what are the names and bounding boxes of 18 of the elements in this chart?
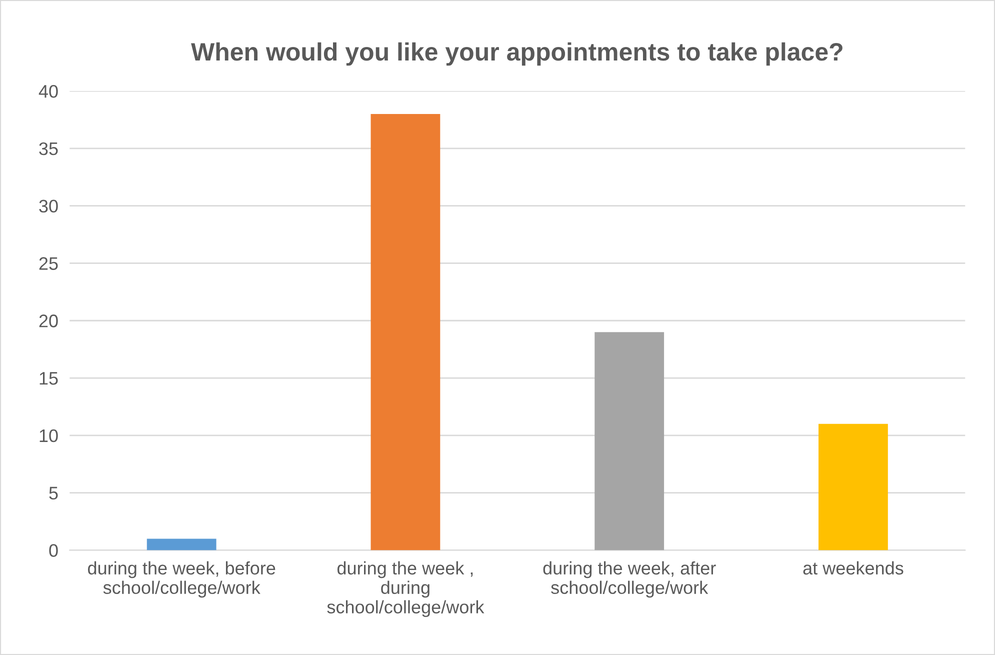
bar [146, 538, 216, 550]
y-tick-label: 30 [39, 200, 58, 213]
y-tick-label: 25 [39, 257, 58, 270]
chart-title: When would you like your appointments to take place? [191, 42, 842, 66]
y-tick-label: 0 [49, 544, 58, 557]
x-tick-label: during the week , during school/college/work [327, 561, 484, 618]
y-tick-label: 35 [39, 142, 58, 156]
y-tick-label: 10 [40, 429, 58, 442]
x-tick-label: at weekends [803, 561, 904, 575]
y-tick-label: 5 [49, 486, 58, 500]
bar [818, 424, 888, 550]
bar [370, 114, 440, 550]
y-tick-label: 20 [39, 314, 58, 328]
bar [594, 332, 664, 550]
y-tick-label: 40 [38, 84, 58, 98]
x-tick-label: during the week, before school/college/work [88, 561, 276, 598]
x-tick-label: during the week, after school/college/work [543, 561, 716, 598]
y-tick-label: 15 [40, 372, 58, 385]
